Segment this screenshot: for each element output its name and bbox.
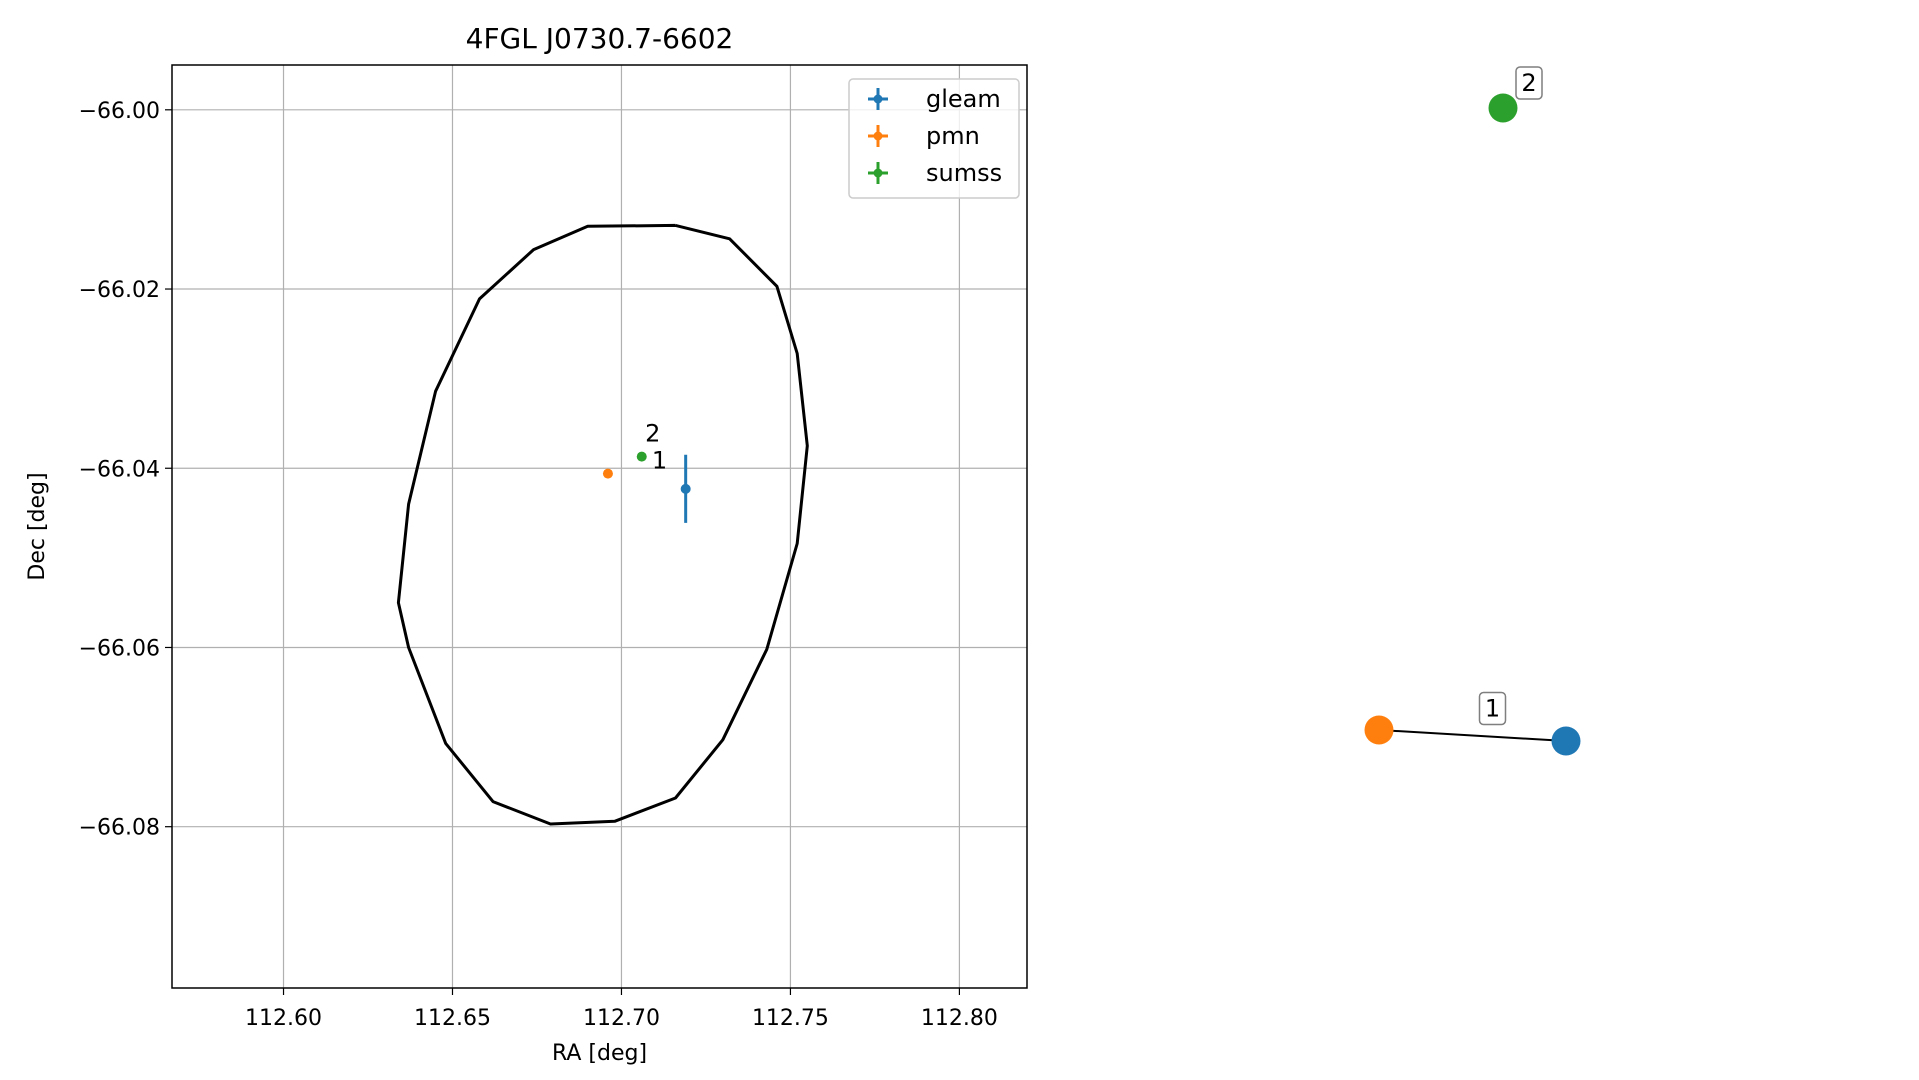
y-tick-label: −66.06 xyxy=(79,636,160,661)
graph-edges xyxy=(1378,729,1567,742)
legend-item-sumss: sumss xyxy=(868,159,1002,187)
legend-item-gleam: gleam xyxy=(868,85,1001,113)
x-tick-label: 112.75 xyxy=(752,1006,829,1031)
grid-lines xyxy=(172,65,1027,988)
network-graph: 12 xyxy=(1364,66,1581,756)
y-tick-label: −66.08 xyxy=(79,816,160,841)
ellipse-curve xyxy=(396,223,809,826)
legend-marker-dot xyxy=(873,131,883,141)
y-tick-label: −66.02 xyxy=(79,278,160,303)
x-tick-label: 112.60 xyxy=(245,1006,322,1031)
sumss-point xyxy=(636,451,647,462)
graph-labels: 12 xyxy=(1478,66,1543,726)
node-label-text: 2 xyxy=(1521,69,1536,97)
pmn-point xyxy=(602,468,613,479)
x-tick-label: 112.80 xyxy=(921,1006,998,1031)
graph-edge xyxy=(1378,729,1567,742)
legend-item-pmn: pmn xyxy=(868,122,980,150)
x-axis-ticks: 112.60 112.65 112.70 112.75 112.80 xyxy=(245,988,998,1031)
point-annotation: 2 xyxy=(645,419,660,447)
graph-node-gleam xyxy=(1551,726,1581,756)
point-annotation: 1 xyxy=(652,446,667,474)
legend-label: pmn xyxy=(926,122,980,150)
x-axis-label: RA [deg] xyxy=(552,1041,647,1066)
legend-box xyxy=(848,78,1020,199)
legend: gleam pmn sumss xyxy=(848,78,1020,199)
y-axis-label: Dec [deg] xyxy=(25,472,50,580)
node-label: 2 xyxy=(1515,66,1543,100)
graph-node-sumss xyxy=(1488,93,1518,123)
scatter-plot: 21 112.60 112.65 112.70 112.75 112.80 −66.00… xyxy=(25,22,1028,1066)
node-label-box xyxy=(1515,66,1543,100)
plot-frame xyxy=(171,64,1028,989)
y-tick-label: −66.00 xyxy=(79,99,160,124)
graph-node-pmn xyxy=(1364,715,1394,745)
graph-nodes xyxy=(1364,93,1581,756)
chart-title: 4FGL J0730.7-6602 xyxy=(466,22,734,55)
error-ellipse xyxy=(396,223,809,826)
point-annotations: 21 xyxy=(645,419,667,474)
edge-label-box xyxy=(1478,691,1507,726)
y-axis-ticks: −66.00 −66.02 −66.04 −66.06 −66.08 xyxy=(79,99,172,841)
gleam-point xyxy=(680,483,691,494)
legend-label: sumss xyxy=(926,159,1002,187)
legend-marker-dot xyxy=(873,94,883,104)
x-tick-label: 112.70 xyxy=(583,1006,660,1031)
x-tick-label: 112.65 xyxy=(414,1006,491,1031)
y-tick-label: −66.04 xyxy=(79,457,160,482)
edge-label: 1 xyxy=(1478,691,1507,726)
edge-label-text: 1 xyxy=(1485,695,1500,723)
legend-marker-dot xyxy=(873,168,883,178)
legend-label: gleam xyxy=(926,85,1001,113)
data-points xyxy=(602,451,691,523)
